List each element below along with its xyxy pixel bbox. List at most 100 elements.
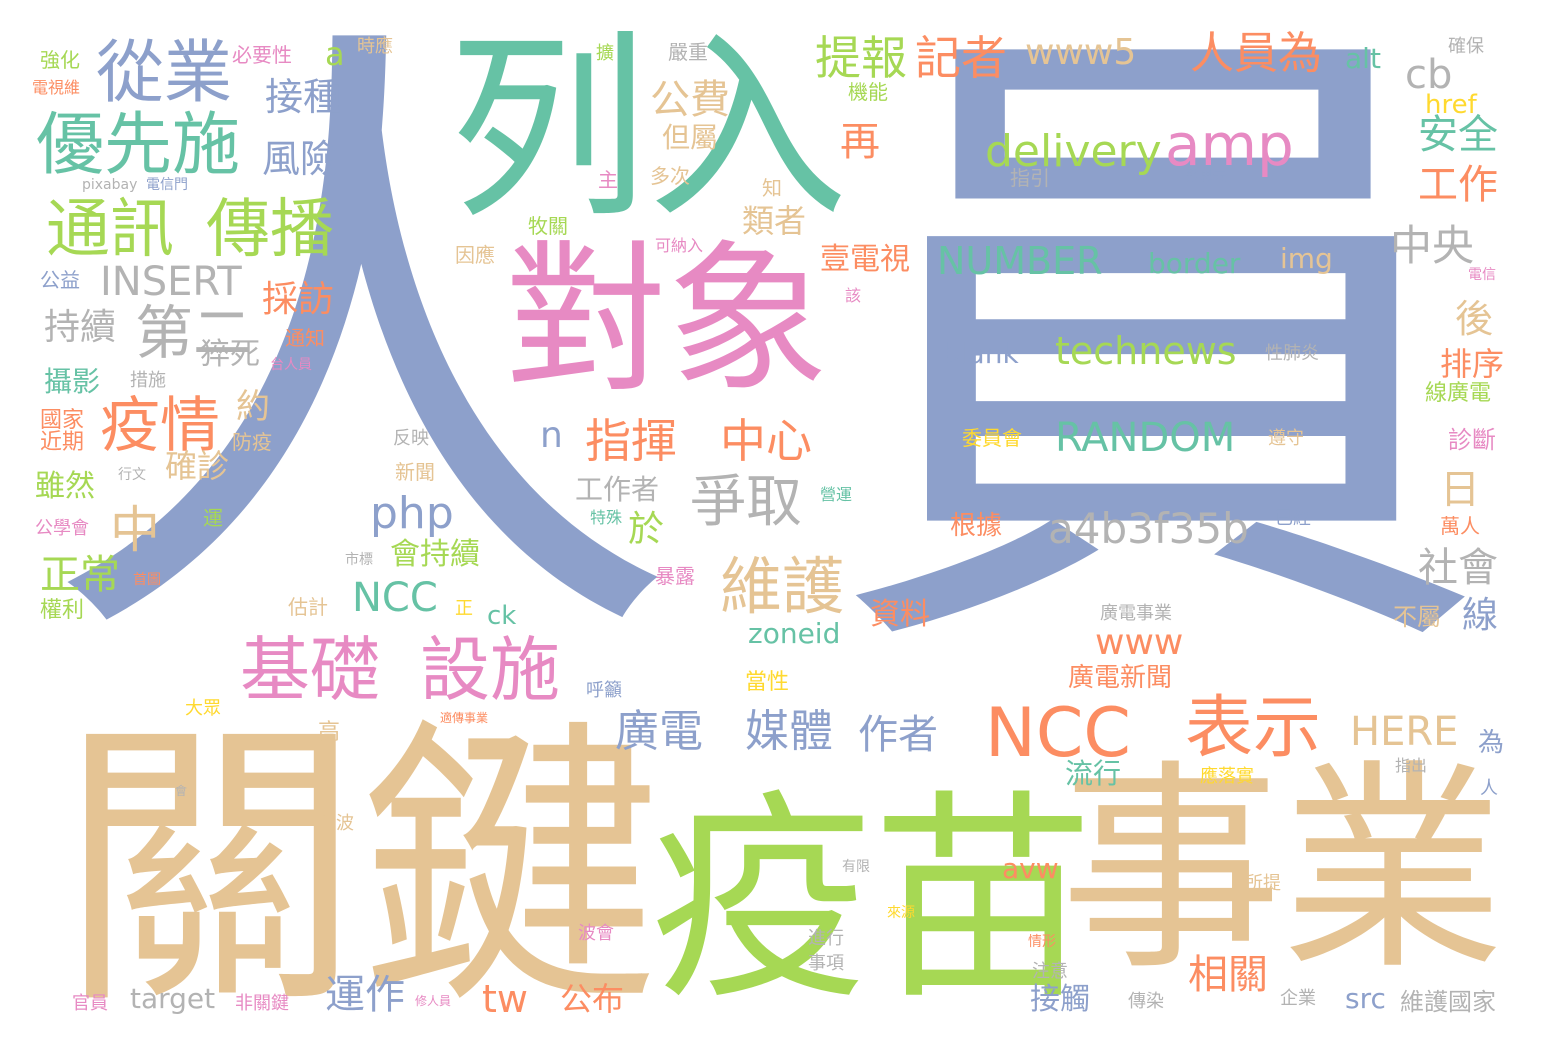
- cloud-word: 通訊: [46, 193, 174, 267]
- cloud-word: 持續: [44, 307, 117, 348]
- cloud-word: 列入: [448, 13, 849, 246]
- cloud-word: 類者: [742, 202, 807, 240]
- cloud-word: 多次: [650, 164, 690, 188]
- cloud-word: 後: [1455, 297, 1494, 341]
- cloud-word: NCC: [985, 694, 1131, 773]
- cloud-word: 營運: [820, 485, 853, 504]
- cloud-word: 廣電: [615, 706, 703, 757]
- cloud-word: 國家: [40, 408, 85, 433]
- cloud-word: 根據: [950, 511, 1003, 541]
- cloud-word: 中心: [720, 414, 812, 468]
- cloud-word: 電視維: [32, 78, 81, 97]
- cloud-word: 情形: [1028, 934, 1056, 950]
- cloud-word: 事項: [808, 953, 844, 974]
- cloud-word: 公費: [650, 77, 730, 123]
- cloud-word: 通知: [285, 326, 325, 350]
- cloud-word: 第二: [135, 299, 252, 367]
- cloud-word: 資料: [870, 597, 930, 632]
- cloud-word: 從業: [96, 34, 233, 113]
- cloud-word: 優先施: [36, 106, 241, 185]
- cloud-word: 人: [1480, 778, 1498, 799]
- cloud-word: 公益: [40, 268, 80, 292]
- cloud-word: src: [1345, 982, 1386, 1015]
- cloud-word: 確保: [1448, 36, 1484, 57]
- cloud-word: 作者: [858, 712, 938, 758]
- cloud-word: 安全: [1418, 112, 1498, 158]
- cloud-word: 疫苗: [650, 772, 1094, 1030]
- cloud-word: 可納入: [655, 236, 704, 255]
- cloud-word: 傳播: [206, 193, 334, 267]
- cloud-word: 關鍵: [60, 695, 660, 1044]
- cloud-word: href: [1425, 90, 1477, 120]
- cloud-word: 來源: [887, 905, 915, 921]
- cloud-word: pixabay: [82, 177, 138, 193]
- cloud-word: 流行: [1065, 757, 1122, 790]
- cloud-word: 知: [762, 176, 782, 200]
- cloud-word: 約: [236, 387, 270, 427]
- cloud-word: 再: [840, 119, 880, 165]
- cloud-word: 野思云: [1185, 169, 1227, 185]
- cloud-word: 該: [845, 286, 862, 305]
- cloud-word: 運作: [325, 972, 405, 1018]
- cloud-word: 估計: [288, 595, 328, 619]
- cloud-word: 萬人: [1440, 514, 1480, 538]
- cloud-word: ck: [487, 601, 517, 631]
- cloud-word: php: [370, 488, 454, 539]
- cloud-word: 排序: [1440, 345, 1505, 383]
- cloud-word: 但屬: [662, 121, 719, 154]
- cloud-word: 適傳事業: [440, 711, 489, 725]
- cloud-word: 修人員: [415, 994, 452, 1008]
- cloud-word: 性肺炎: [1265, 343, 1319, 364]
- cloud-word: 雖然: [35, 469, 95, 504]
- cloud-word: 時應: [357, 36, 393, 57]
- cloud-word: 市標: [345, 552, 373, 568]
- cloud-word: technews: [1055, 329, 1237, 373]
- cloud-word: img: [1280, 242, 1333, 275]
- cloud-word: a4b3f35b: [1048, 504, 1249, 553]
- cloud-word: 所提: [1245, 873, 1281, 894]
- cloud-word: 企業: [1280, 988, 1316, 1009]
- cloud-word: 特殊: [590, 508, 623, 527]
- cloud-word: 中: [110, 501, 160, 559]
- cloud-word: 擴: [596, 43, 614, 64]
- cloud-word: 公學會: [35, 518, 89, 539]
- cloud-word: 防疫: [232, 430, 272, 454]
- cloud-word: 進行: [808, 928, 844, 949]
- cloud-word: 相關: [1188, 952, 1268, 998]
- cloud-word: 中央: [1390, 221, 1475, 270]
- cloud-word: www5: [1025, 32, 1137, 73]
- cloud-word: 因應: [455, 243, 495, 267]
- cloud-word: 攝影: [44, 365, 101, 398]
- cloud-word: zoneid: [748, 617, 841, 650]
- cloud-word: tw: [482, 977, 528, 1021]
- cloud-word: 嚴重: [668, 40, 708, 64]
- cloud-word: HERE: [1350, 709, 1459, 755]
- cloud-word: 公布: [560, 980, 625, 1018]
- cloud-word: target: [130, 982, 216, 1015]
- cloud-word: delivery: [985, 126, 1162, 177]
- cloud-word: 社會: [1418, 545, 1498, 591]
- cloud-word: 官員: [72, 993, 108, 1014]
- cloud-word: 暴露: [655, 564, 695, 588]
- cloud-word: 基礎: [240, 629, 380, 711]
- cloud-word: cb: [1405, 52, 1453, 98]
- cloud-word: 設施: [420, 629, 560, 711]
- cloud-word: 傳染: [1128, 991, 1164, 1012]
- cloud-word: 正常: [40, 552, 120, 598]
- cloud-word: 正: [455, 598, 473, 619]
- cloud-word: 新聞: [395, 460, 435, 484]
- cloud-word: 提報: [815, 31, 907, 85]
- cloud-word: 已經: [1275, 508, 1311, 529]
- cloud-word: 應落實: [1200, 766, 1254, 787]
- cloud-word: 有限: [842, 859, 870, 875]
- cloud-word: alt: [1345, 42, 1381, 75]
- cloud-word: 廣電事業: [1100, 603, 1172, 624]
- cloud-word: 波會: [578, 923, 614, 944]
- cloud-word: 高: [318, 720, 341, 745]
- cloud-word: 強化: [40, 48, 80, 72]
- cloud-word: 工作者: [575, 473, 660, 506]
- cloud-word: NUMBER: [937, 239, 1103, 283]
- cloud-word: n: [540, 415, 563, 456]
- cloud-word: 電信: [1468, 267, 1496, 283]
- cloud-word: 於: [628, 509, 665, 550]
